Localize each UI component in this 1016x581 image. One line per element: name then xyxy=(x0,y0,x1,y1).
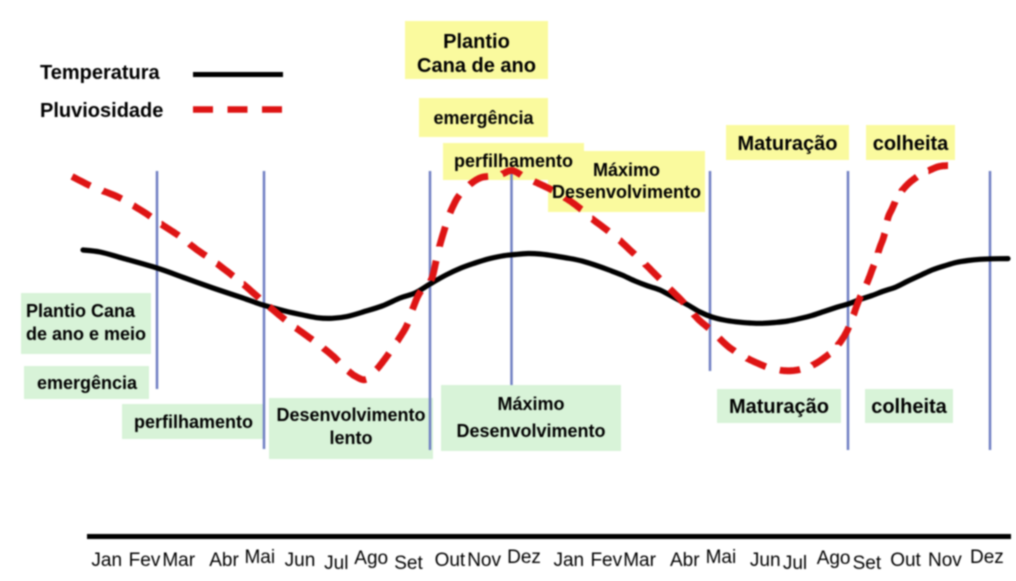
svg-text:Desenvolvimento: Desenvolvimento xyxy=(456,421,605,441)
svg-text:Jun: Jun xyxy=(750,550,781,571)
svg-text:Set: Set xyxy=(853,553,882,574)
svg-text:Abr: Abr xyxy=(670,550,700,571)
svg-text:Mar: Mar xyxy=(162,550,195,571)
svg-text:Plantio: Plantio xyxy=(443,31,510,53)
svg-text:Fev: Fev xyxy=(590,550,622,571)
svg-text:Set: Set xyxy=(394,553,423,574)
svg-text:emergência: emergência xyxy=(37,373,138,393)
svg-text:Maturação: Maturação xyxy=(737,133,837,155)
svg-text:de ano e meio: de ano e meio xyxy=(26,324,146,344)
svg-text:Jun: Jun xyxy=(285,550,316,571)
svg-text:Desenvolvimento: Desenvolvimento xyxy=(552,182,701,202)
svg-text:colheita: colheita xyxy=(871,396,947,418)
svg-text:Nov: Nov xyxy=(467,550,501,571)
svg-text:Out: Out xyxy=(435,550,466,571)
svg-text:emergência: emergência xyxy=(433,108,534,128)
svg-text:Nov: Nov xyxy=(928,550,962,571)
svg-text:Mai: Mai xyxy=(244,547,275,568)
svg-text:Plantio Cana: Plantio Cana xyxy=(26,301,136,321)
svg-text:Jan: Jan xyxy=(91,550,122,571)
svg-text:perfilhamento: perfilhamento xyxy=(134,412,253,432)
svg-text:Ago: Ago xyxy=(817,548,851,569)
svg-text:Pluviosidade: Pluviosidade xyxy=(40,100,163,122)
svg-text:lento: lento xyxy=(330,428,373,448)
svg-text:Maturação: Maturação xyxy=(729,396,829,418)
svg-text:Dez: Dez xyxy=(507,547,541,568)
svg-text:Mar: Mar xyxy=(623,550,656,571)
svg-text:Ago: Ago xyxy=(354,548,388,569)
svg-text:Máximo: Máximo xyxy=(497,394,564,414)
svg-text:Temperatura: Temperatura xyxy=(40,62,161,84)
svg-text:Jul: Jul xyxy=(324,553,348,574)
svg-text:colheita: colheita xyxy=(873,133,949,155)
svg-text:Dez: Dez xyxy=(970,547,1004,568)
svg-text:Desenvolvimento: Desenvolvimento xyxy=(276,405,425,425)
svg-text:Jul: Jul xyxy=(783,553,807,574)
svg-text:Máximo: Máximo xyxy=(593,160,660,180)
svg-text:Jan: Jan xyxy=(553,550,584,571)
svg-text:Cana de ano: Cana de ano xyxy=(417,55,536,77)
svg-text:Abr: Abr xyxy=(209,550,239,571)
svg-text:perfilhamento: perfilhamento xyxy=(454,151,573,171)
svg-text:Fev: Fev xyxy=(129,550,161,571)
svg-text:Out: Out xyxy=(890,550,921,571)
svg-text:Mai: Mai xyxy=(706,547,737,568)
